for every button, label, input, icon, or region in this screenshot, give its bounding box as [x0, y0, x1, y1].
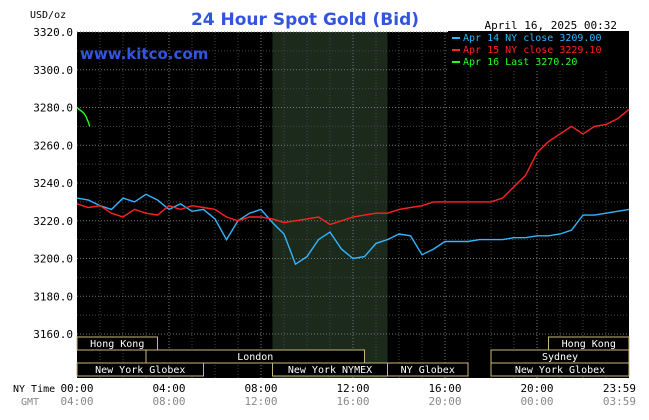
session-box — [387, 362, 469, 377]
x-axis-ticks: 00:00 04:00 08:00 12:00 16:00 20:00 23:5904:00… — [60, 382, 636, 408]
brand-link[interactable]: www.kitco.com — [80, 45, 208, 63]
x-tick-label-ny: 04:00 — [152, 382, 185, 395]
series-line — [76, 193, 630, 266]
session-box — [145, 349, 365, 364]
x-tick-label-gmt: 08:00 — [152, 395, 185, 408]
price-lines — [76, 106, 630, 266]
series-line — [76, 108, 630, 226]
x-tick-label-ny: 08:00 — [244, 382, 277, 395]
x-tick-label-gmt: 20:00 — [428, 395, 461, 408]
session-label: Hong Kong — [562, 339, 616, 350]
y-tick-label: 3160.0 — [33, 328, 73, 341]
y-tick-label: 3260.0 — [33, 139, 73, 152]
session-label: New York Globex — [95, 365, 185, 376]
y-tick-label: 3280.0 — [33, 102, 73, 115]
market-sessions: Hong Kong Hong Kong London Sydney New York G… — [76, 336, 630, 377]
grid-vertical — [99, 32, 607, 378]
x-tick-label-gmt: 12:00 — [244, 395, 277, 408]
x-tick-label-ny: 23:59 — [603, 382, 636, 395]
session-box — [490, 362, 630, 377]
y-tick-label: 3200.0 — [33, 253, 73, 266]
x-tick-label-ny: 20:00 — [520, 382, 553, 395]
timestamp: April 16, 2025 00:32 — [485, 19, 617, 32]
y-tick-label: 3320.0 — [33, 26, 73, 39]
session-label: New York Globex — [515, 365, 605, 376]
session-box — [76, 336, 158, 351]
x-tick-label-gmt: 16:00 — [336, 395, 369, 408]
x-tick-label-gmt: 04:00 — [60, 395, 93, 408]
session-label: Sydney — [542, 352, 578, 363]
grid-horizontal — [77, 31, 629, 335]
y-axis-label: USD/oz — [30, 10, 66, 21]
chart-title: 24 Hour Spot Gold (Bid) — [191, 10, 419, 30]
legend-entry: Apr 16 Last 3270.20 — [463, 57, 577, 68]
series-line — [76, 106, 91, 127]
x-tick-label-gmt: 03:59 — [603, 395, 636, 408]
y-tick-label: 3180.0 — [33, 290, 73, 303]
legend-box — [448, 31, 629, 71]
ny-time-label: NY Time — [13, 384, 55, 395]
session-box — [76, 362, 204, 377]
y-tick-label: 3240.0 — [33, 177, 73, 190]
y-tick-label: 3220.0 — [33, 215, 73, 228]
x-tick-label-ny: 00:00 — [60, 382, 93, 395]
y-axis-ticks: 3320.0 3300.0 3280.0 3260.0 3240.0 3220.0 3200… — [33, 26, 73, 341]
gmt-label: GMT — [21, 397, 39, 408]
x-tick-label-ny: 12:00 — [336, 382, 369, 395]
y-tick-label: 3300.0 — [33, 64, 73, 77]
legend-entry: Apr 15 NY close 3229.10 — [463, 45, 601, 56]
session-label: London — [237, 352, 273, 363]
session-label: NY Globex — [401, 365, 455, 376]
legend-entry: Apr 14 NY close 3209.00 — [463, 33, 601, 44]
x-tick-label-ny: 16:00 — [428, 382, 461, 395]
x-tick-label-gmt: 00:00 — [520, 395, 553, 408]
session-label: New York NYMEX — [288, 365, 372, 376]
session-label: Hong Kong — [90, 339, 144, 350]
